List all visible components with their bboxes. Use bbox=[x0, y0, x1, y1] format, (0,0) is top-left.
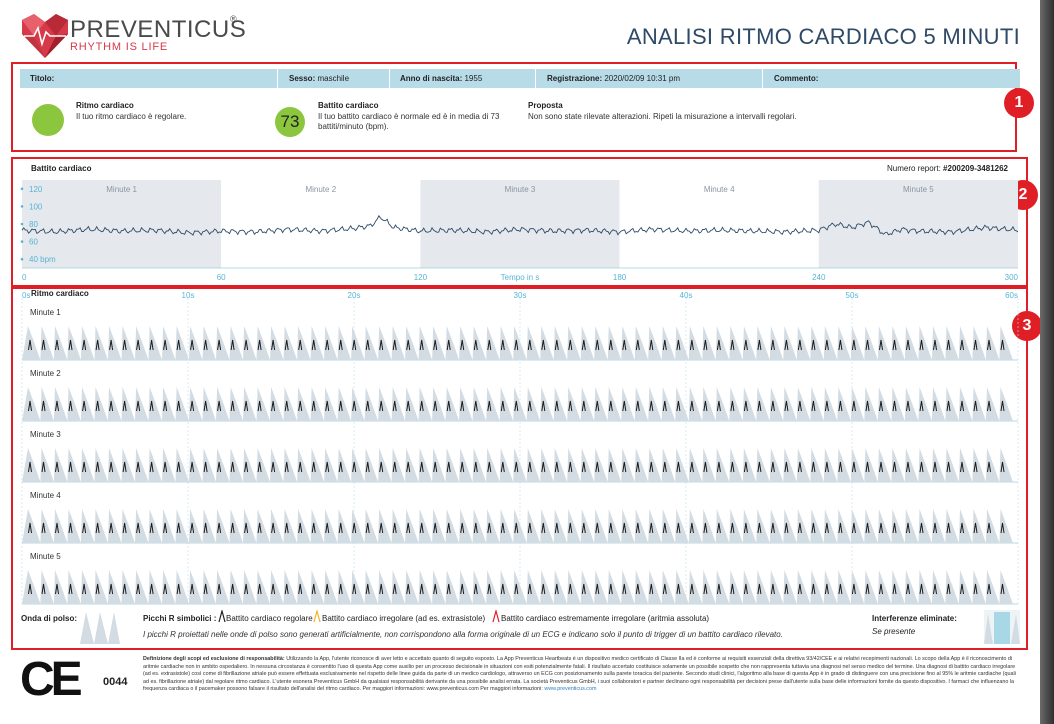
page-shadow bbox=[1040, 0, 1054, 724]
x-axis-title: Tempo in s bbox=[501, 273, 540, 282]
y-tick-label: 40 bpm bbox=[29, 255, 56, 264]
patient-info-bar: Titolo: Sesso: maschile Anno di nascita:… bbox=[20, 69, 1020, 88]
x-tick-label: 180 bbox=[613, 273, 627, 282]
rhythm-row-label: Minute 4 bbox=[30, 491, 61, 500]
r-peak-markers bbox=[28, 400, 1005, 412]
section-marker-1: 1 bbox=[1004, 88, 1034, 118]
rhythm-summary-text: Il tuo ritmo cardiaco è regolare. bbox=[76, 112, 187, 121]
y-tick-dot bbox=[20, 222, 24, 226]
x-tick-label: 300 bbox=[1005, 273, 1019, 282]
heart-rate-chart: Minute 1 Minute 2 Minute 3 Minute 4 Minute 5… bbox=[20, 180, 1019, 282]
time-tick-label: 50s bbox=[846, 291, 859, 300]
report-number: Numero report: #200209-3481262 bbox=[887, 164, 1008, 173]
birth-year-field: Anno di nascita: 1955 bbox=[400, 74, 483, 83]
pulse-wave bbox=[22, 509, 1018, 543]
ce-notified-body-number: 0044 bbox=[103, 676, 128, 688]
minute-band bbox=[619, 180, 819, 268]
rhythm-section-outline bbox=[11, 287, 1028, 650]
pulse-wave-label: Onda di polso: bbox=[21, 614, 77, 623]
regular-peak-icon bbox=[218, 610, 226, 623]
proposal-title: Proposta bbox=[528, 101, 563, 110]
minute-band bbox=[221, 180, 421, 268]
y-tick-dot bbox=[20, 205, 24, 208]
brand-tagline: RHYTHM IS LIFE bbox=[70, 41, 168, 53]
rhythm-row-label: Minute 5 bbox=[30, 552, 61, 561]
legend-note: I picchi R proiettati nelle onde di pols… bbox=[143, 630, 783, 639]
legend-irregular: Battito cardiaco irregolare (ad es. extr… bbox=[322, 614, 486, 623]
time-tick-label: 40s bbox=[680, 291, 693, 300]
time-tick-label: 30s bbox=[514, 291, 527, 300]
disclaimer-text: Definizione degli scopi ed esclusione di… bbox=[143, 656, 1016, 693]
time-tick-label: 20s bbox=[348, 291, 361, 300]
pulse-wave bbox=[22, 387, 1018, 421]
symbolic-peaks-label: Picchi R simbolici : bbox=[143, 614, 217, 623]
y-tick-label: 100 bbox=[29, 202, 43, 211]
r-peak-markers bbox=[28, 339, 1005, 351]
brand-registered-mark: ® bbox=[230, 14, 237, 24]
rhythm-row-label: Minute 2 bbox=[30, 369, 61, 378]
y-tick-label: 80 bbox=[29, 220, 38, 229]
x-tick-label: 60 bbox=[217, 273, 226, 282]
x-tick-label: 240 bbox=[812, 273, 826, 282]
rhythm-status-dot bbox=[32, 104, 64, 136]
heart-rate-section-outline bbox=[11, 157, 1028, 287]
very-irregular-peak-icon bbox=[492, 610, 500, 623]
brand-name: PREVENTICUS bbox=[70, 16, 247, 43]
x-tick-label: 0 bbox=[22, 273, 27, 282]
legend-regular: Battito cardiaco regolare bbox=[226, 614, 313, 623]
bpm-summary-text-line2: battiti/minuto (bpm). bbox=[318, 122, 389, 131]
proposal-text: Non sono state rilevate alterazioni. Rip… bbox=[528, 112, 797, 121]
irregular-peak-icon bbox=[313, 610, 321, 623]
r-peak-markers bbox=[28, 461, 1005, 473]
y-tick-dot bbox=[20, 240, 24, 243]
minute-band bbox=[22, 180, 222, 268]
minute-band-label: Minute 4 bbox=[704, 185, 735, 194]
heart-rate-chart-title: Battito cardiaco bbox=[31, 164, 92, 173]
legend-very-irregular: Battito cardiaco estremamente irregolare… bbox=[501, 614, 710, 623]
minute-band bbox=[420, 180, 620, 268]
bpm-value: 73 bbox=[280, 112, 300, 131]
heart-rate-line bbox=[21, 214, 1019, 236]
comment-field: Commento: bbox=[774, 74, 819, 83]
minute-band-label: Minute 2 bbox=[305, 185, 336, 194]
bpm-summary-title: Battito cardiaco bbox=[318, 101, 379, 110]
y-tick-label: 120 bbox=[29, 185, 43, 194]
minute-band-label: Minute 3 bbox=[505, 185, 536, 194]
time-tick-label: 0s bbox=[22, 291, 30, 300]
page-title: ANALISI RITMO CARDIACO 5 MINUTI bbox=[626, 24, 1020, 49]
y-tick-dot bbox=[20, 257, 24, 261]
rhythm-summary-title: Ritmo cardiaco bbox=[76, 101, 134, 110]
ce-mark: CE bbox=[20, 653, 83, 706]
pulse-wave bbox=[22, 326, 1018, 360]
minute-band bbox=[818, 180, 1018, 268]
bpm-badge bbox=[275, 107, 305, 137]
bpm-summary-text-line1: Il tuo battito cardiaco è normale ed è i… bbox=[318, 112, 500, 121]
preventicus-link[interactable]: www.preventicus.com bbox=[544, 686, 597, 693]
interference-sample-icon bbox=[984, 610, 1020, 644]
pulse-wave bbox=[22, 448, 1018, 482]
pulse-wave-sample-icon bbox=[80, 612, 120, 644]
section-marker-3: 3 bbox=[1012, 311, 1040, 341]
x-tick-label: 120 bbox=[414, 273, 428, 282]
y-tick-label: 60 bbox=[29, 238, 38, 247]
time-tick-label: 60s bbox=[1005, 291, 1018, 300]
minute-band-label: Minute 1 bbox=[106, 185, 137, 194]
r-peak-markers bbox=[28, 583, 1005, 595]
recording-field: Registrazione: 2020/02/09 10:31 pm bbox=[547, 74, 680, 83]
title-field: Titolo: bbox=[30, 74, 55, 83]
time-tick-label: 10s bbox=[182, 291, 195, 300]
minute-band-label: Minute 5 bbox=[903, 185, 934, 194]
rhythm-row-label: Minute 3 bbox=[30, 430, 61, 439]
sex-field: Sesso: maschile bbox=[289, 74, 350, 83]
preventicus-heart-logo-icon bbox=[22, 14, 68, 58]
rhythm-chart-title: Ritmo cardiaco bbox=[31, 289, 89, 298]
r-peak-markers bbox=[28, 522, 1005, 534]
y-tick-dot bbox=[20, 187, 24, 191]
rhythm-row-label: Minute 1 bbox=[30, 308, 61, 317]
rhythm-chart: 0s 10s 20s 30s 40s 50s 60s Minute 1 Minute 2 Minu… bbox=[21, 291, 1019, 606]
interference-label: Interferenze eliminate: bbox=[872, 614, 957, 623]
pulse-wave bbox=[22, 570, 1018, 604]
interference-value: Se presente bbox=[872, 627, 916, 636]
